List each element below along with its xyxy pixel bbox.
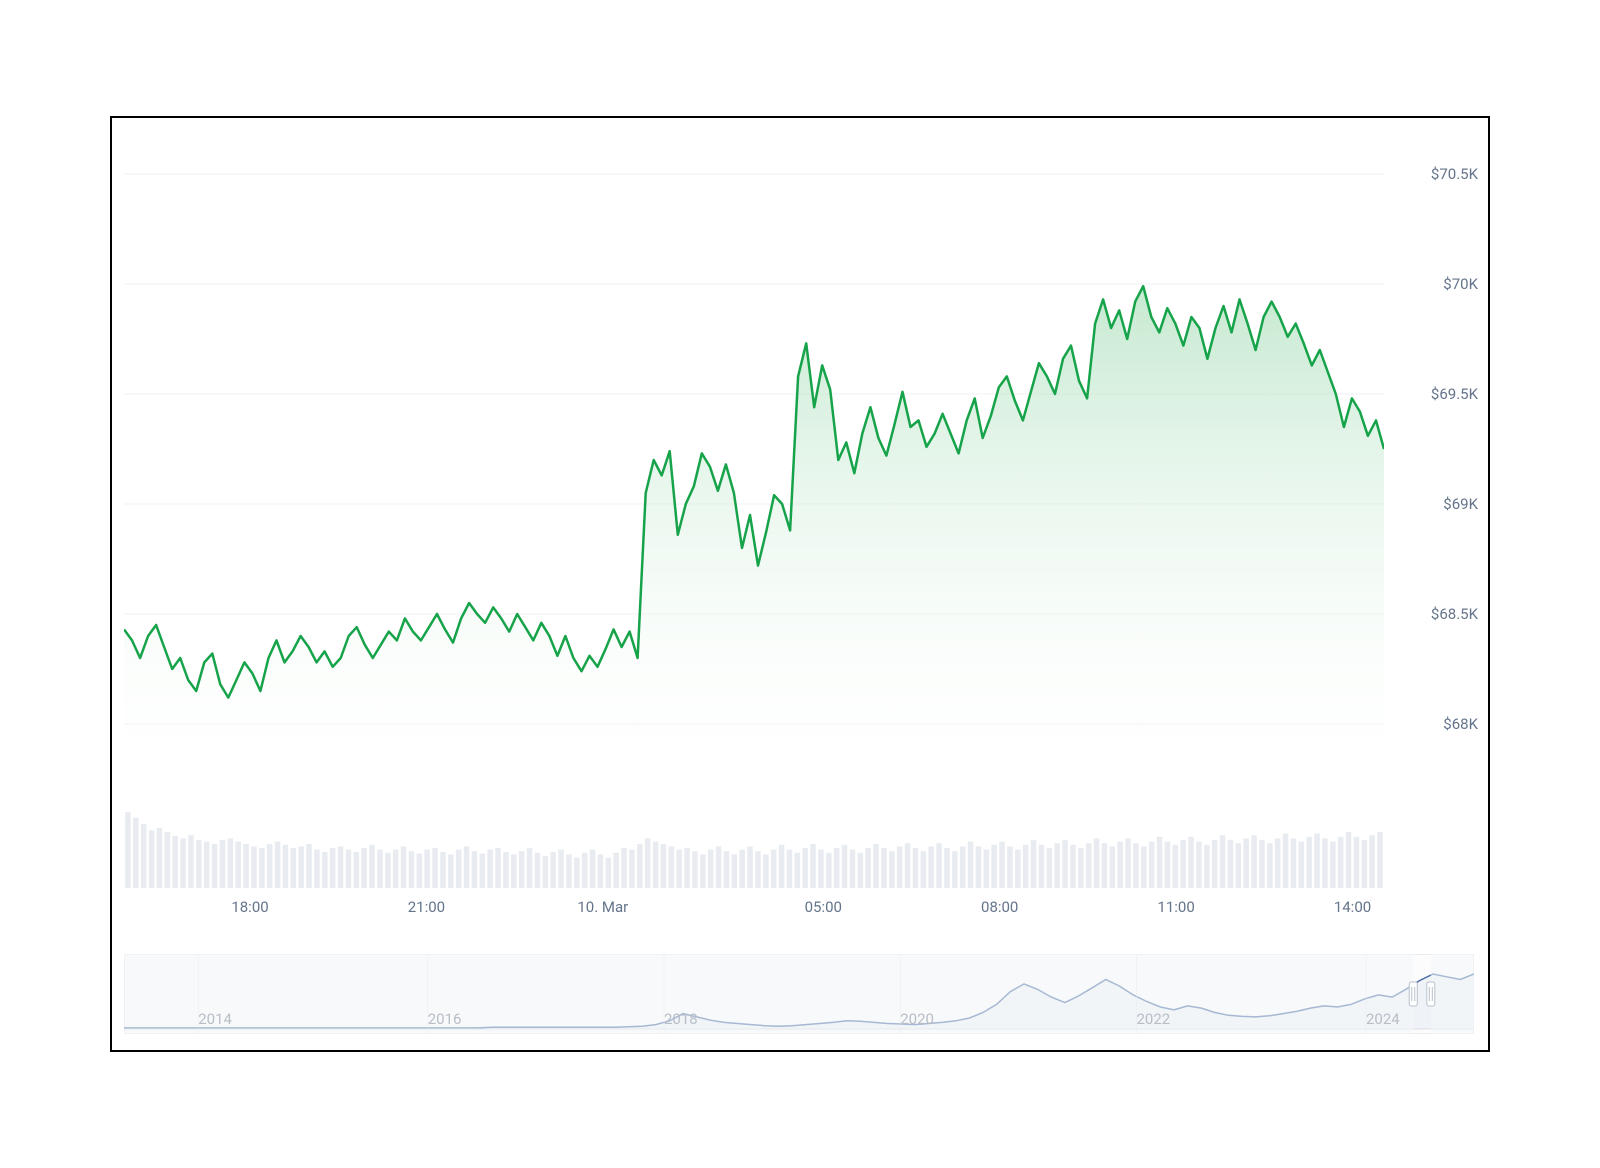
x-tick-label: 11:00: [1157, 898, 1194, 916]
nav-year-label: 2020: [900, 1010, 934, 1028]
volume-chart[interactable]: [124, 808, 1384, 888]
y-tick-label: $69.5K: [1431, 385, 1478, 403]
x-tick-label: 05:00: [805, 898, 842, 916]
main-price-chart[interactable]: [124, 130, 1384, 790]
x-tick-label: 10. Mar: [577, 898, 628, 916]
x-axis: 18:00 21:00 10. Mar 05:00 08:00 11:00 14…: [124, 898, 1384, 928]
price-chart-svg: [124, 130, 1384, 790]
x-tick-label: 08:00: [981, 898, 1018, 916]
y-tick-label: $70K: [1443, 275, 1478, 293]
y-tick-label: $70.5K: [1431, 165, 1478, 183]
x-tick-label: 21:00: [408, 898, 445, 916]
nav-year-label: 2014: [198, 1010, 232, 1028]
price-chart-container: $70.5K $70K $69.5K $69K $68.5K $68K 18:0…: [110, 116, 1490, 1052]
x-tick-label: 18:00: [231, 898, 268, 916]
y-axis: $70.5K $70K $69.5K $69K $68.5K $68K: [1388, 130, 1478, 790]
navigator-svg: [124, 954, 1474, 1034]
nav-year-label: 2024: [1366, 1010, 1400, 1028]
y-tick-label: $68.5K: [1431, 605, 1478, 623]
nav-year-label: 2022: [1137, 1010, 1171, 1028]
y-tick-label: $69K: [1443, 495, 1478, 513]
range-navigator[interactable]: 2014 2016 2018 2020 2022 2024: [124, 954, 1474, 1034]
nav-year-label: 2016: [428, 1010, 462, 1028]
y-tick-label: $68K: [1443, 715, 1478, 733]
x-tick-label: 14:00: [1334, 898, 1371, 916]
nav-year-label: 2018: [664, 1010, 698, 1028]
volume-chart-svg: [124, 808, 1384, 888]
